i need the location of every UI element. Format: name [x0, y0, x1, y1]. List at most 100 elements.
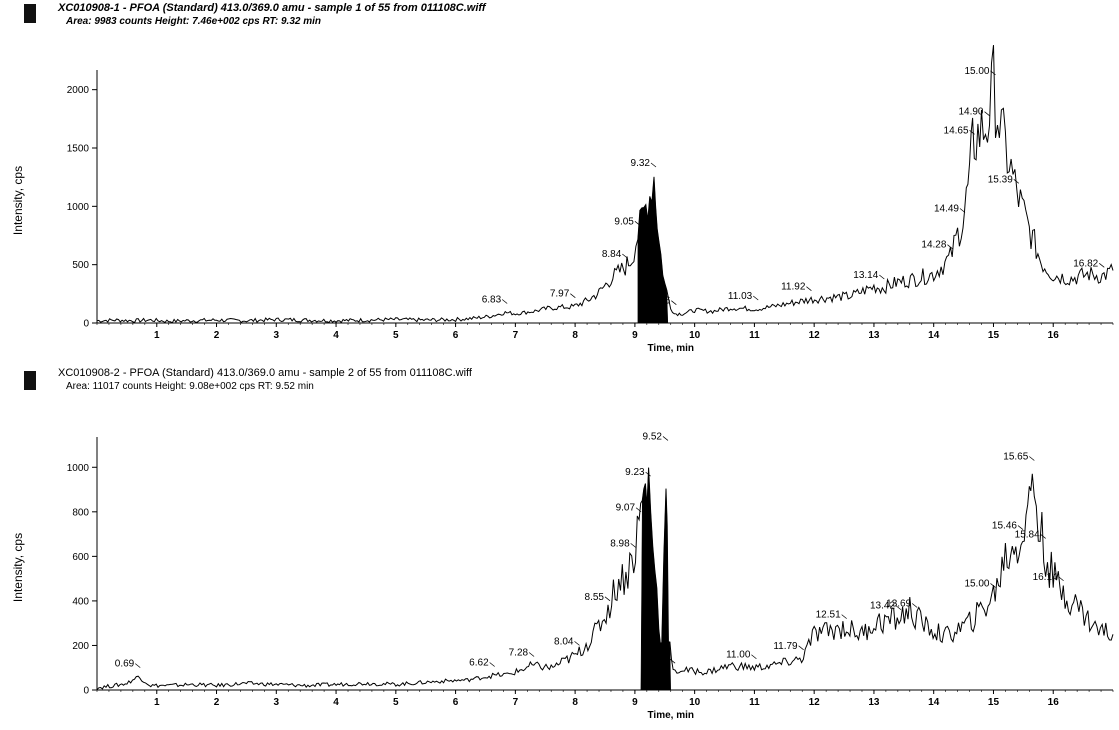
y-tick-label: 800 [72, 507, 89, 518]
x-tick-label: 11 [749, 697, 760, 708]
peak-label-leader [1013, 179, 1019, 184]
peak-label: 14.49 [934, 204, 959, 215]
peak-label: 16.14 [1033, 572, 1058, 583]
x-tick-label: 9 [632, 330, 638, 341]
x-tick-label: 3 [274, 697, 280, 708]
peak-label-leader [990, 70, 996, 76]
peak-label: 9.05 [614, 216, 634, 227]
peak-label-leader [879, 274, 885, 280]
x-tick-label: 15 [988, 330, 1000, 341]
chart-2-group: 1 2 3 4 5 6 7 8 9 10 11 12 13 14 15 1602004006008001000… [11, 431, 1114, 721]
peak-label-leader [1017, 525, 1024, 530]
peak-label-leader [969, 130, 975, 135]
peak-label-leader [990, 583, 996, 588]
peak-label-leader [806, 286, 812, 291]
peak-label: 9.66 [651, 296, 671, 307]
chart-2-title: XC010908-2 - PFOA (Standard) 413.0/369.0… [58, 367, 472, 379]
peak-label: 9.07 [616, 503, 636, 514]
y-tick-label: 600 [72, 552, 89, 563]
x-tick-label: 1 [154, 330, 160, 341]
peak-label: 9.32 [631, 158, 651, 169]
peak-label: 15.46 [992, 521, 1017, 532]
peak-label-leader [135, 663, 141, 668]
peak-label-leader [1029, 456, 1035, 461]
x-tick-label: 6 [453, 697, 459, 708]
peak-label: 8.04 [554, 636, 574, 647]
peak-label-leader [1058, 576, 1064, 582]
peak-label: 13.14 [853, 270, 878, 281]
x-tick-label: 5 [393, 697, 399, 708]
peak-label-leader [669, 658, 676, 664]
peak-label: 8.55 [585, 592, 605, 603]
peak-label-leader [645, 471, 651, 477]
peak-label-leader [798, 645, 804, 651]
peak-label: 11.92 [781, 282, 806, 293]
peak-label-leader [751, 654, 757, 660]
peak-label-leader [895, 605, 902, 611]
peak-label-leader [501, 299, 508, 304]
x-tick-label: 4 [333, 697, 339, 708]
x-tick-label: 7 [513, 330, 519, 341]
peak-label: 13.69 [886, 599, 911, 610]
peak-label-leader [634, 221, 641, 226]
peak-label-leader [574, 641, 580, 646]
peak-label: 6.83 [482, 295, 502, 306]
peak-label-leader [662, 436, 669, 441]
peak-label: 7.97 [550, 289, 570, 300]
peak-label-leader [570, 293, 576, 298]
x-tick-label: 2 [214, 697, 220, 708]
peak-label: 8.98 [610, 538, 630, 549]
y-tick-label: 1000 [67, 202, 90, 213]
y-tick-label: 200 [72, 641, 89, 652]
y-tick-label: 500 [72, 260, 89, 271]
x-axis-label: Time, min [647, 710, 694, 721]
y-axis-label: Intensity, cps [11, 533, 25, 602]
x-tick-label: 15 [988, 697, 1000, 708]
peak-label: 15.00 [964, 66, 989, 77]
peak-label: 11.00 [726, 650, 751, 661]
peak-label-leader [635, 507, 642, 513]
x-tick-label: 6 [453, 330, 459, 341]
x-tick-label: 13 [868, 330, 880, 341]
x-tick-label: 8 [572, 697, 578, 708]
peak-label-leader [528, 652, 535, 657]
peak-label-leader [489, 662, 495, 667]
peak-label-leader [650, 162, 657, 168]
x-tick-label: 8 [572, 330, 578, 341]
peak-label: 15.00 [964, 578, 989, 589]
integrated-peak [637, 176, 669, 324]
x-tick-label: 14 [928, 697, 940, 708]
y-tick-label: 0 [83, 686, 89, 697]
chromatogram-trace [96, 467, 1114, 691]
peak-label: 15.39 [988, 174, 1013, 185]
peak-label-leader [752, 295, 759, 301]
x-tick-label: 7 [513, 697, 519, 708]
peak-label: 7.28 [509, 648, 529, 659]
peak-label: 8.84 [602, 249, 622, 260]
x-tick-label: 16 [1048, 697, 1060, 708]
y-tick-label: 1500 [67, 144, 90, 155]
x-tick-label: 13 [868, 697, 880, 708]
peak-label-leader [1099, 263, 1105, 268]
peak-label: 13.42 [870, 601, 895, 612]
y-tick-label: 1000 [67, 463, 90, 474]
peak-label: 15.84 [1015, 529, 1040, 540]
x-tick-label: 12 [809, 330, 821, 341]
peak-label-leader [911, 603, 918, 608]
chart-1-subtitle: Area: 9983 counts Height: 7.46e+002 cps … [66, 16, 322, 27]
y-tick-label: 0 [83, 319, 89, 330]
peak-label: 9.64 [650, 654, 670, 665]
chromatogram-trace [96, 45, 1114, 324]
peak-label: 16.82 [1073, 258, 1098, 269]
peak-label: 14.28 [921, 240, 946, 251]
chart-2-subtitle: Area: 11017 counts Height: 9.08e+002 cps… [66, 381, 314, 392]
chart-2-marker [24, 371, 36, 390]
peak-label-leader [604, 596, 611, 602]
x-tick-label: 12 [809, 697, 821, 708]
chart-1-group: 1 2 3 4 5 6 7 8 9 10 11 12 13 14 15 160500100015002000T… [11, 45, 1114, 354]
peak-label-leader [1040, 534, 1046, 539]
peak-label-leader [947, 244, 953, 249]
peak-label: 0.69 [115, 659, 135, 670]
peak-label-leader [984, 111, 990, 116]
